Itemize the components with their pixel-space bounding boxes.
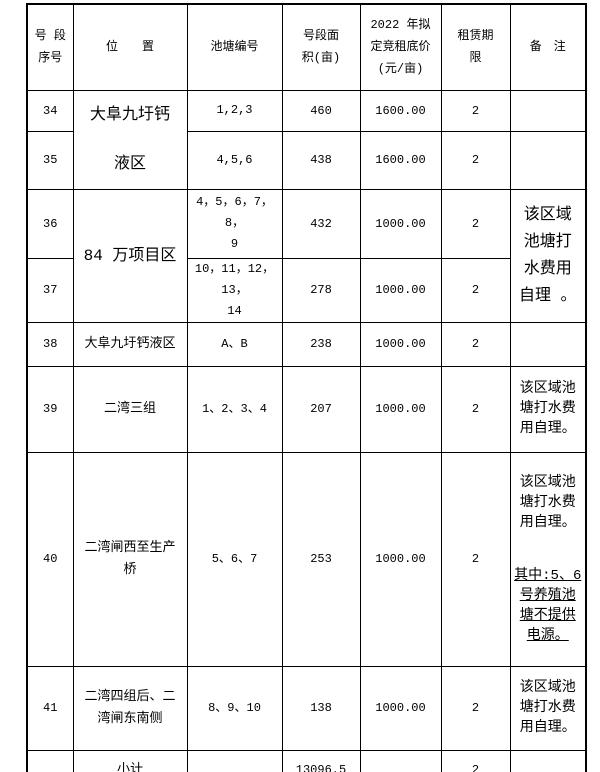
cell-price-39: 1000.00 [359,365,442,453]
header-lease-term: 租赁期 限 [440,3,511,91]
cell-remark-39: 该区域池 塘打水费 用自理。 [509,365,587,453]
cell-remark-38 [509,321,587,367]
table-row-35: 35 4,5,6 438 1600.00 2 [26,130,587,190]
cell-area-39: 207 [281,365,361,453]
cell-term-38: 2 [440,321,511,367]
cell-area-34: 460 [281,89,361,132]
table-row-36: 36 84 万项目区 4，5，6，7，8， 9 432 1000.00 2 该区… [26,188,587,323]
cell-remark-41: 该区域池 塘打水费 用自理。 [509,665,587,751]
cell-no-38: 38 [26,321,74,367]
lease-table: 号 段 序号 位 置 池塘编号 号段面 积(亩) 2022 年拟 定竞租底价 (… [26,3,587,772]
header-location: 位 置 [72,3,188,91]
cell-pond-38: A、B [186,321,283,367]
header-base-price: 2022 年拟 定竞租底价 (元/亩) [359,3,442,91]
cell-area-40: 253 [281,451,361,667]
cell-term-39: 2 [440,365,511,453]
cell-remark-35 [509,130,587,190]
cell-term-40: 2 [440,451,511,667]
cell-term-35: 2 [440,130,511,190]
cell-price-41: 1000.00 [359,665,442,751]
cell-location-36-37: 84 万项目区 [72,188,188,323]
cell-subtotal-term: 2 [440,749,511,772]
header-segment-no: 号 段 序号 [26,3,74,91]
cell-pond-35: 4,5,6 [186,130,283,190]
cell-price-37: 1000.00 [359,257,442,323]
cell-area-41: 138 [281,665,361,751]
cell-subtotal-price [359,749,442,772]
header-segment-area: 号段面 积(亩) [281,3,361,91]
cell-area-36: 432 [281,188,361,259]
cell-location-41: 二湾四组后、二 湾闸东南侧 [72,665,188,751]
table-row-34: 34 大阜九圩钙 液区 1,2,3 460 1600.00 2 [26,89,587,190]
cell-location-39: 二湾三组 [72,365,188,453]
cell-term-37: 2 [440,257,511,323]
cell-subtotal-area: 13096.5 [281,749,361,772]
table-row-38: 38 大阜九圩钙液区 A、B 238 1000.00 2 [26,321,587,367]
cell-remark-40: 该区域池 塘打水费 用自理。 其中:5、6 号养殖池 塘不提供 电源。 [509,451,587,667]
cell-price-34: 1600.00 [359,89,442,132]
subtotal-row: 小计 13096.5 2 [26,749,587,772]
cell-pond-36: 4，5，6，7，8， 9 [186,188,283,259]
cell-location-40: 二湾闸西至生产 桥 [72,451,188,667]
cell-no-36: 36 [26,188,74,259]
table-row-41: 41 二湾四组后、二 湾闸东南侧 8、9、10 138 1000.00 2 该区… [26,665,587,751]
cell-no-34: 34 [26,89,74,132]
cell-remark-34 [509,89,587,132]
cell-term-36: 2 [440,188,511,259]
cell-pond-41: 8、9、10 [186,665,283,751]
cell-no-35: 35 [26,130,74,190]
cell-no-39: 39 [26,365,74,453]
cell-price-38: 1000.00 [359,321,442,367]
cell-remark-36-37: 该区域 池塘打 水费用 自理 。 [509,188,587,323]
cell-pond-39: 1、2、3、4 [186,365,283,453]
header-row: 号 段 序号 位 置 池塘编号 号段面 积(亩) 2022 年拟 定竞租底价 (… [26,3,587,91]
cell-pond-34: 1,2,3 [186,89,283,132]
cell-price-35: 1600.00 [359,130,442,190]
remark-40-line1: 该区域池 塘打水费 用自理。 [519,474,576,531]
table-row-40: 40 二湾闸西至生产 桥 5、6、7 253 1000.00 2 该区域池 塘打… [26,451,587,667]
cell-term-41: 2 [440,665,511,751]
cell-price-36: 1000.00 [359,188,442,259]
header-remark: 备 注 [509,3,587,91]
cell-pond-37: 10，11，12，13， 14 [186,257,283,323]
header-pond-number: 池塘编号 [186,3,283,91]
cell-location-34-35: 大阜九圩钙 液区 [72,89,188,190]
cell-no-40: 40 [26,451,74,667]
remark-40-line2-underlined: 其中:5、6 号养殖池 塘不提供 电源。 [514,567,582,644]
cell-subtotal-label: 小计 [72,749,188,772]
cell-area-35: 438 [281,130,361,190]
cell-pond-40: 5、6、7 [186,451,283,667]
cell-no-37: 37 [26,257,74,323]
cell-term-34: 2 [440,89,511,132]
table-row-39: 39 二湾三组 1、2、3、4 207 1000.00 2 该区域池 塘打水费 … [26,365,587,453]
cell-subtotal-pond [186,749,283,772]
cell-location-38: 大阜九圩钙液区 [72,321,188,367]
cell-subtotal-remark [509,749,587,772]
cell-no-41: 41 [26,665,74,751]
cell-area-38: 238 [281,321,361,367]
table-row-37: 37 10，11，12，13， 14 278 1000.00 2 [26,257,586,323]
cell-price-40: 1000.00 [359,451,442,667]
cell-area-37: 278 [281,257,361,323]
cell-subtotal-no [26,749,74,772]
